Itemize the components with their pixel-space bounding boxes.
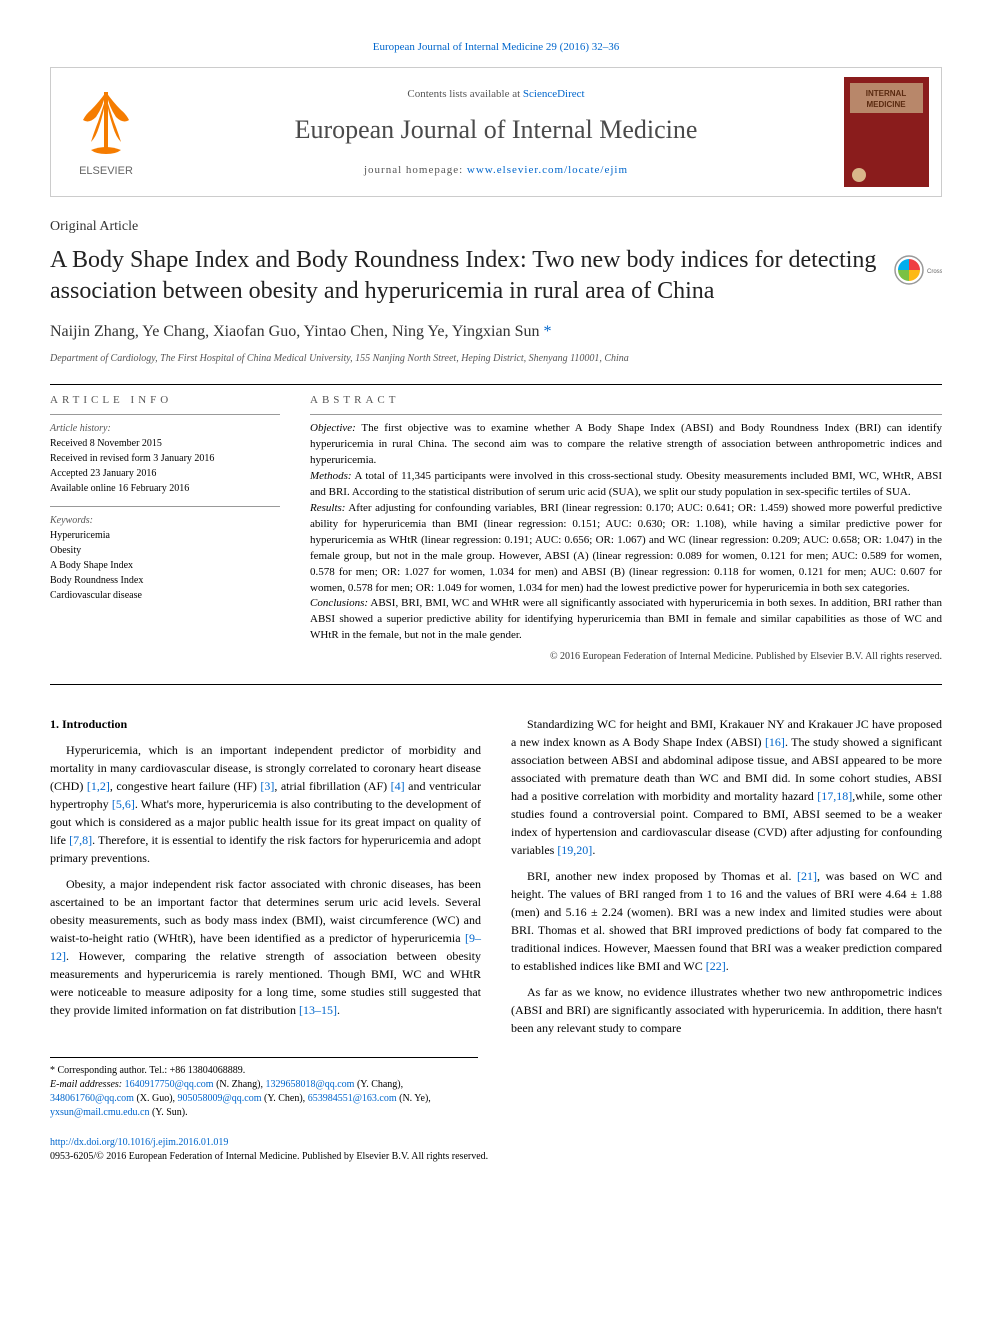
svg-text:INTERNAL: INTERNAL: [865, 89, 906, 98]
citation-link[interactable]: European Journal of Internal Medicine 29…: [373, 41, 620, 53]
rule-bottom: [50, 684, 942, 685]
journal-header: ELSEVIER Contents lists available at Sci…: [50, 67, 942, 197]
keyword: Body Roundness Index: [50, 573, 280, 588]
journal-cover-thumbnail: INTERNAL MEDICINE: [844, 77, 929, 187]
abstract-copyright: © 2016 European Federation of Internal M…: [310, 650, 942, 664]
info-abstract-row: ARTICLE INFO Article history: Received 8…: [50, 393, 942, 665]
paragraph: As far as we know, no evidence illustrat…: [511, 983, 942, 1037]
article-info-heading: ARTICLE INFO: [50, 393, 280, 408]
authors: Naijin Zhang, Ye Chang, Xiaofan Guo, Yin…: [50, 321, 942, 343]
abstract-rule: [310, 414, 942, 415]
history-line: Accepted 23 January 2016: [50, 466, 280, 481]
email-label: E-mail addresses:: [50, 1079, 122, 1090]
cover-container: INTERNAL MEDICINE: [831, 68, 941, 196]
ref-link[interactable]: [17,18]: [817, 789, 852, 803]
doi-link[interactable]: http://dx.doi.org/10.1016/j.ejim.2016.01…: [50, 1137, 228, 1148]
info-rule-1: [50, 414, 280, 415]
svg-text:ELSEVIER: ELSEVIER: [79, 165, 133, 177]
ref-link[interactable]: [13–15]: [299, 1003, 337, 1017]
article-history: Article history: Received 8 November 201…: [50, 421, 280, 496]
keyword: A Body Shape Index: [50, 558, 280, 573]
abstract-text: Objective: The first objective was to ex…: [310, 421, 942, 644]
paragraph: Standardizing WC for height and BMI, Kra…: [511, 715, 942, 859]
contents-line: Contents lists available at ScienceDirec…: [407, 87, 584, 102]
history-label: Article history:: [50, 421, 280, 436]
top-citation-link: European Journal of Internal Medicine 29…: [50, 40, 942, 55]
elsevier-logo: ELSEVIER: [61, 82, 151, 182]
paragraph: Obesity, a major independent risk factor…: [50, 875, 481, 1019]
results-label: Results:: [310, 502, 345, 514]
email-link[interactable]: yxsun@mail.cmu.edu.cn: [50, 1107, 149, 1118]
history-line: Received 8 November 2015: [50, 436, 280, 451]
objective-text: The first objective was to examine wheth…: [310, 422, 942, 466]
ref-link[interactable]: [19,20]: [557, 843, 592, 857]
ref-link[interactable]: [5,6]: [112, 797, 135, 811]
journal-homepage: journal homepage: www.elsevier.com/locat…: [364, 163, 628, 178]
keyword: Cardiovascular disease: [50, 588, 280, 603]
section-1-heading: 1. Introduction: [50, 715, 481, 733]
journal-name: European Journal of Internal Medicine: [295, 112, 698, 148]
email-link[interactable]: 653984551@163.com: [308, 1093, 397, 1104]
homepage-link[interactable]: www.elsevier.com/locate/ejim: [467, 164, 628, 176]
methods-text: A total of 11,345 participants were invo…: [310, 470, 942, 498]
abstract: ABSTRACT Objective: The first objective …: [310, 393, 942, 665]
keywords-label: Keywords:: [50, 513, 280, 528]
ref-link[interactable]: [4]: [391, 779, 405, 793]
info-rule-2: [50, 506, 280, 507]
header-center: Contents lists available at ScienceDirec…: [161, 68, 831, 196]
corresponding-author-note: * Corresponding author. Tel.: +86 138040…: [50, 1064, 478, 1078]
conclusions-text: ABSI, BRI, BMI, WC and WHtR were all sig…: [310, 597, 942, 641]
crossmark-icon[interactable]: CrossMark: [892, 245, 942, 295]
email-link[interactable]: 348061760@qq.com: [50, 1093, 134, 1104]
ref-link[interactable]: [22]: [706, 959, 726, 973]
results-text: After adjusting for confounding variable…: [310, 502, 942, 594]
ref-link[interactable]: [7,8]: [69, 833, 92, 847]
paragraph: Hyperuricemia, which is an important ind…: [50, 741, 481, 867]
sciencedirect-link[interactable]: ScienceDirect: [523, 88, 585, 100]
body-columns: 1. Introduction Hyperuricemia, which is …: [50, 715, 942, 1037]
email-link[interactable]: 1640917750@qq.com: [125, 1079, 214, 1090]
page: European Journal of Internal Medicine 29…: [0, 0, 992, 1204]
bottom-copyright: 0953-6205/© 2016 European Federation of …: [50, 1151, 488, 1162]
homepage-prefix: journal homepage:: [364, 164, 467, 176]
email-link[interactable]: 1329658018@qq.com: [266, 1079, 355, 1090]
paragraph: BRI, another new index proposed by Thoma…: [511, 867, 942, 975]
keywords-block: Keywords: Hyperuricemia Obesity A Body S…: [50, 513, 280, 603]
rule-top: [50, 384, 942, 385]
author-list: Naijin Zhang, Ye Chang, Xiaofan Guo, Yin…: [50, 323, 543, 340]
email-line: E-mail addresses: 1640917750@qq.com (N. …: [50, 1078, 478, 1120]
contents-prefix: Contents lists available at: [407, 88, 522, 100]
ref-link[interactable]: [16]: [765, 735, 785, 749]
keyword: Obesity: [50, 543, 280, 558]
history-line: Received in revised form 3 January 2016: [50, 451, 280, 466]
article-type: Original Article: [50, 217, 942, 237]
ref-link[interactable]: [21]: [797, 869, 817, 883]
ref-link[interactable]: [1,2]: [87, 779, 110, 793]
article-title: A Body Shape Index and Body Roundness In…: [50, 245, 882, 307]
bottom-bar: http://dx.doi.org/10.1016/j.ejim.2016.01…: [50, 1136, 942, 1164]
corresponding-marker[interactable]: *: [543, 323, 551, 340]
svg-text:CrossMark: CrossMark: [927, 269, 942, 275]
abstract-heading: ABSTRACT: [310, 393, 942, 408]
email-link[interactable]: 905058009@qq.com: [178, 1093, 262, 1104]
methods-label: Methods:: [310, 470, 352, 482]
footnotes: * Corresponding author. Tel.: +86 138040…: [50, 1057, 478, 1120]
keyword: Hyperuricemia: [50, 528, 280, 543]
history-line: Available online 16 February 2016: [50, 481, 280, 496]
conclusions-label: Conclusions:: [310, 597, 368, 609]
publisher-logo-container: ELSEVIER: [51, 68, 161, 196]
svg-text:MEDICINE: MEDICINE: [866, 100, 906, 109]
ref-link[interactable]: [3]: [260, 779, 274, 793]
title-row: A Body Shape Index and Body Roundness In…: [50, 245, 942, 307]
objective-label: Objective:: [310, 422, 356, 434]
article-info: ARTICLE INFO Article history: Received 8…: [50, 393, 280, 665]
affiliation: Department of Cardiology, The First Hosp…: [50, 352, 942, 366]
